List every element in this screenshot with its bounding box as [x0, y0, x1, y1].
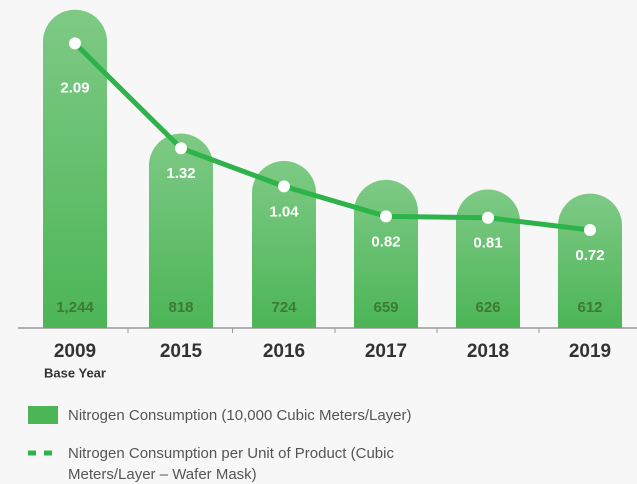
bar-value-label: 659: [373, 299, 398, 316]
bar-value-label: 612: [577, 299, 602, 316]
line-point: [69, 37, 81, 50]
bar-shine: [252, 161, 316, 328]
line-value-label: 1.04: [269, 203, 299, 220]
bar-value-label: 818: [168, 299, 193, 316]
line-value-label: 0.81: [473, 235, 502, 252]
line-point: [380, 210, 392, 223]
bar-value-label: 1,244: [56, 299, 94, 316]
line-point: [482, 211, 494, 224]
x-tick-label: 2009: [54, 341, 96, 362]
legend-swatch: [28, 406, 58, 424]
bar-value-label: 626: [475, 299, 500, 316]
line-point: [584, 223, 596, 236]
line-point: [175, 142, 187, 155]
bar-shine: [43, 9, 107, 328]
bar-value-label: 724: [271, 299, 297, 316]
line-value-label: 0.72: [575, 247, 604, 264]
x-tick-label: 2019: [569, 341, 611, 362]
bar-shine: [456, 189, 520, 328]
line-value-label: 1.32: [166, 165, 195, 182]
x-tick-label: 2018: [467, 341, 509, 362]
line-value-label: 0.82: [371, 233, 400, 250]
line: [73, 41, 591, 233]
x-tick-label: 2015: [160, 341, 203, 362]
legend-label: Nitrogen Consumption per Unit of Product…: [68, 445, 394, 483]
bar-shine: [149, 133, 213, 328]
x-tick-label: 2017: [365, 341, 407, 362]
line-value-label: 2.09: [60, 79, 89, 96]
legend-label: Nitrogen Consumption (10,000 Cubic Meter…: [68, 407, 412, 424]
line-point: [278, 180, 290, 193]
annotation: Base Year: [44, 365, 106, 380]
x-tick-label: 2016: [263, 341, 305, 362]
